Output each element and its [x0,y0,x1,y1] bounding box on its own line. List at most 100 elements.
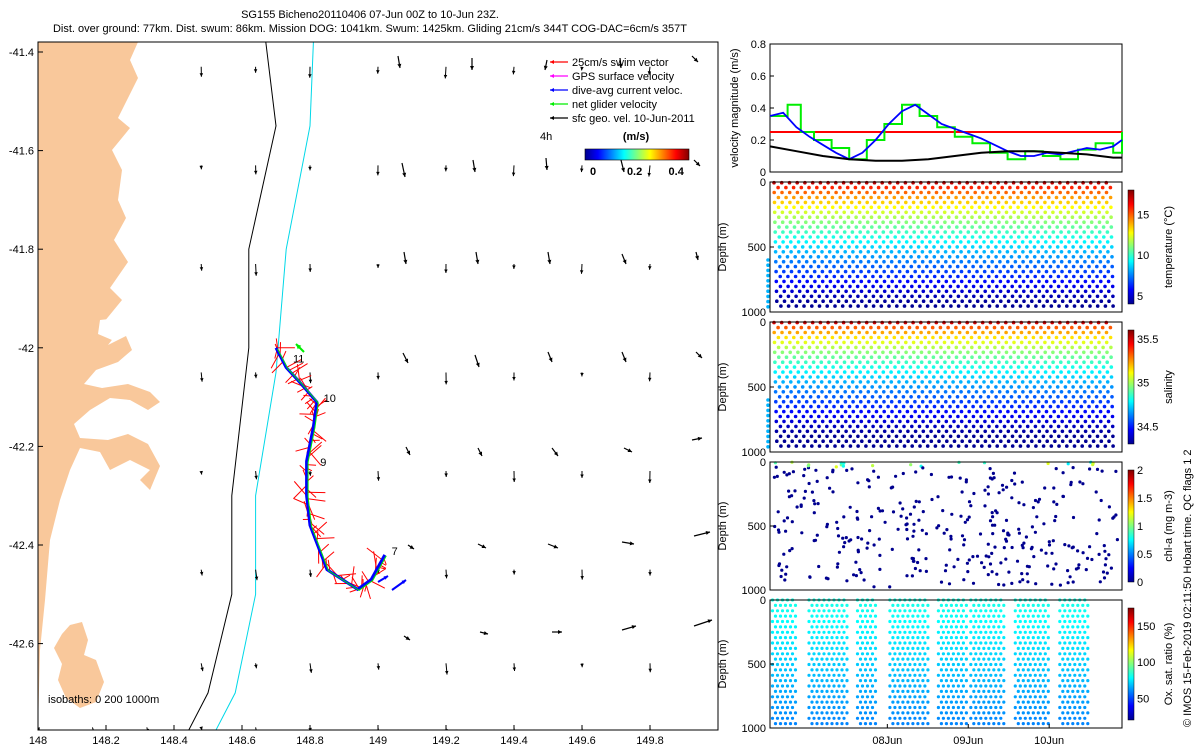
sal-point [827,370,831,374]
oxygen-point [984,630,988,634]
oxygen-point [1083,695,1087,699]
temp-point [900,225,905,229]
chla-point [920,528,924,532]
temp-point [917,274,922,279]
sal-point [905,419,910,424]
temp-point [835,259,840,264]
oxygen-point [926,679,930,683]
temp-point [830,185,834,190]
temp-point [964,304,969,308]
sal-point [916,355,920,360]
sal-point [1053,439,1057,444]
sal-point [1089,340,1094,345]
chla-point [972,491,976,496]
sal-point [1086,375,1091,379]
sal-point [1081,340,1086,345]
chla-point [836,526,840,531]
sal-point [973,340,978,345]
sal-point [1005,399,1010,404]
temp-point [946,205,951,210]
temp-point [979,284,984,289]
chla-point [802,496,806,500]
sal-point [900,365,905,369]
sal-point [901,395,906,399]
oxygen-point [1031,636,1035,640]
oxygen-point [793,646,798,651]
sal-point [850,380,855,384]
sal-point [810,320,815,325]
sal-point [1063,375,1067,379]
temp-point [902,294,907,299]
sal-point [1028,370,1032,374]
oxygen-point [807,695,811,699]
oxygen-point [984,695,988,699]
oxygen-point [911,668,915,672]
oxygen-point [830,700,834,704]
oxygen-point [1081,603,1085,608]
sal-point [1060,429,1065,434]
temp-point [986,264,991,269]
oxygen-point [1018,641,1022,645]
sal-point [927,370,932,374]
sal-point [946,325,950,330]
sal-point [897,409,902,414]
temp-point [1042,190,1047,195]
temp-point [909,254,913,259]
oxygen-point [1002,668,1006,672]
temp-point [1071,235,1075,239]
sal-point [1019,330,1024,335]
sal-point [1087,434,1092,439]
sal-point [845,325,850,330]
sal-point [1073,330,1078,335]
temp-point [839,235,843,239]
oxygen-point [1041,614,1045,618]
dac-vector [377,575,389,583]
oxygen-point [855,662,860,667]
sal-point [996,330,1001,335]
geo-vector [623,447,633,453]
oxygen-point [822,695,826,699]
oxygen-point [780,695,785,699]
chla-point [858,568,862,572]
chla-point [854,560,858,564]
oxygen-point [817,716,821,720]
oxygen-point [817,609,821,613]
sal-point [789,399,794,404]
temp-point [871,284,875,289]
sal-point [950,360,955,365]
temp-point [959,250,963,254]
oxygen-point [1043,684,1047,688]
oxygen-point [954,700,959,704]
temp-point [990,279,995,284]
temp-point [989,200,993,205]
sal-point [923,355,928,360]
temp-point [927,210,931,215]
temp-point [875,299,879,304]
dac-track [274,347,387,592]
sal-point [840,434,845,439]
geo-vector [512,569,516,575]
sal-point [1067,399,1072,404]
sal-point [1108,325,1113,330]
geo-vector [253,165,258,175]
oxygen-point [959,689,964,694]
temp-point [799,185,804,190]
geo-vector [512,263,516,269]
sal-point [949,444,953,448]
temp-point [1068,299,1073,304]
temp-point [917,254,921,259]
sal-point [824,404,829,409]
chla-point [909,463,913,467]
temp-point [1008,215,1013,219]
sal-point [1020,380,1025,384]
sal-point [1034,444,1038,448]
temp-point [970,245,975,249]
sal-point [766,429,770,434]
sal-point [943,380,948,384]
oxygen-point [1081,689,1085,694]
chla-point [945,528,949,532]
temp-point [1053,299,1057,304]
map-xtick-label: 148.6 [228,735,256,747]
sal-point [1027,340,1032,345]
temp-colorbar-tick: 15 [1137,209,1149,221]
